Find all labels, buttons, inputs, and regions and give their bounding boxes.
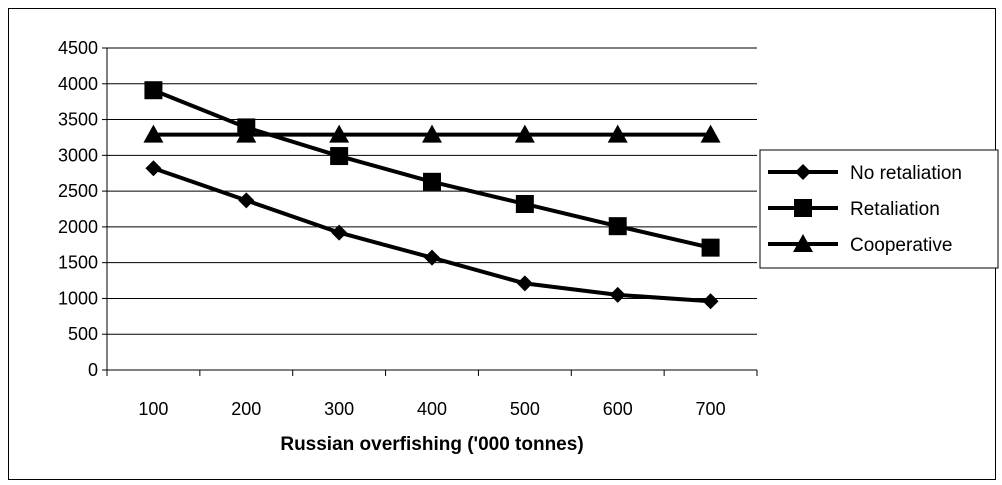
data-point-diamond xyxy=(145,160,162,177)
y-tick-label: 1500 xyxy=(58,253,98,273)
x-tick-label: 400 xyxy=(417,399,447,419)
y-tick-label: 500 xyxy=(68,324,98,344)
series-square xyxy=(144,81,720,257)
legend-label: Cooperative xyxy=(850,235,952,256)
series-line xyxy=(152,88,712,250)
legend-label: Retaliation xyxy=(850,199,940,220)
y-tick-label: 1000 xyxy=(58,288,98,308)
series-diamond xyxy=(145,160,719,310)
x-tick-label: 200 xyxy=(231,399,261,419)
data-point-diamond xyxy=(238,192,255,209)
legend-marker-square xyxy=(794,199,812,217)
x-axis-title: Russian overfishing ('000 tonnes) xyxy=(280,434,583,455)
data-point-triangle xyxy=(700,124,721,143)
data-point-diamond xyxy=(516,275,533,292)
x-tick-label: 600 xyxy=(603,399,633,419)
x-tick-label: 700 xyxy=(696,399,726,419)
y-tick-label: 3500 xyxy=(58,110,98,130)
y-tick-label: 2500 xyxy=(58,181,98,201)
axes: 0 500 1000 1500 2000 2500 3000 3500 4000 4500 100 2… xyxy=(58,38,758,419)
y-tick-label: 0 xyxy=(88,360,98,380)
legend: No retaliation Retaliation Cooperative xyxy=(759,149,999,269)
x-tick-label: 500 xyxy=(510,399,540,419)
y-tick-label: 3000 xyxy=(58,145,98,165)
data-point-square xyxy=(423,172,441,191)
legend-label: No retaliation xyxy=(850,163,962,184)
data-point-triangle xyxy=(514,124,535,143)
legend-marker-triangle xyxy=(793,234,813,252)
data-point-square xyxy=(515,194,534,213)
data-point-diamond xyxy=(609,286,626,303)
x-tick-label: 100 xyxy=(138,399,168,419)
data-point-triangle xyxy=(236,124,257,143)
data-point-diamond xyxy=(424,249,440,266)
y-tick-label: 2000 xyxy=(58,217,98,237)
data-point-square xyxy=(608,217,627,236)
data-point-triangle xyxy=(607,124,628,143)
legend-marker-diamond xyxy=(795,164,811,180)
y-tick-label: 4500 xyxy=(58,38,98,58)
y-tick-label: 4000 xyxy=(58,74,98,94)
data-point-square xyxy=(144,81,163,100)
data-point-triangle xyxy=(329,124,350,143)
x-tick-label: 300 xyxy=(324,399,354,419)
data-point-square xyxy=(330,147,349,166)
data-point-diamond xyxy=(331,224,348,241)
series-triangle xyxy=(143,124,721,143)
series xyxy=(143,81,721,310)
data-point-square xyxy=(701,238,720,257)
data-point-triangle xyxy=(143,124,164,143)
data-point-triangle xyxy=(422,124,442,143)
gridlines xyxy=(107,47,757,335)
data-point-diamond xyxy=(702,293,719,310)
